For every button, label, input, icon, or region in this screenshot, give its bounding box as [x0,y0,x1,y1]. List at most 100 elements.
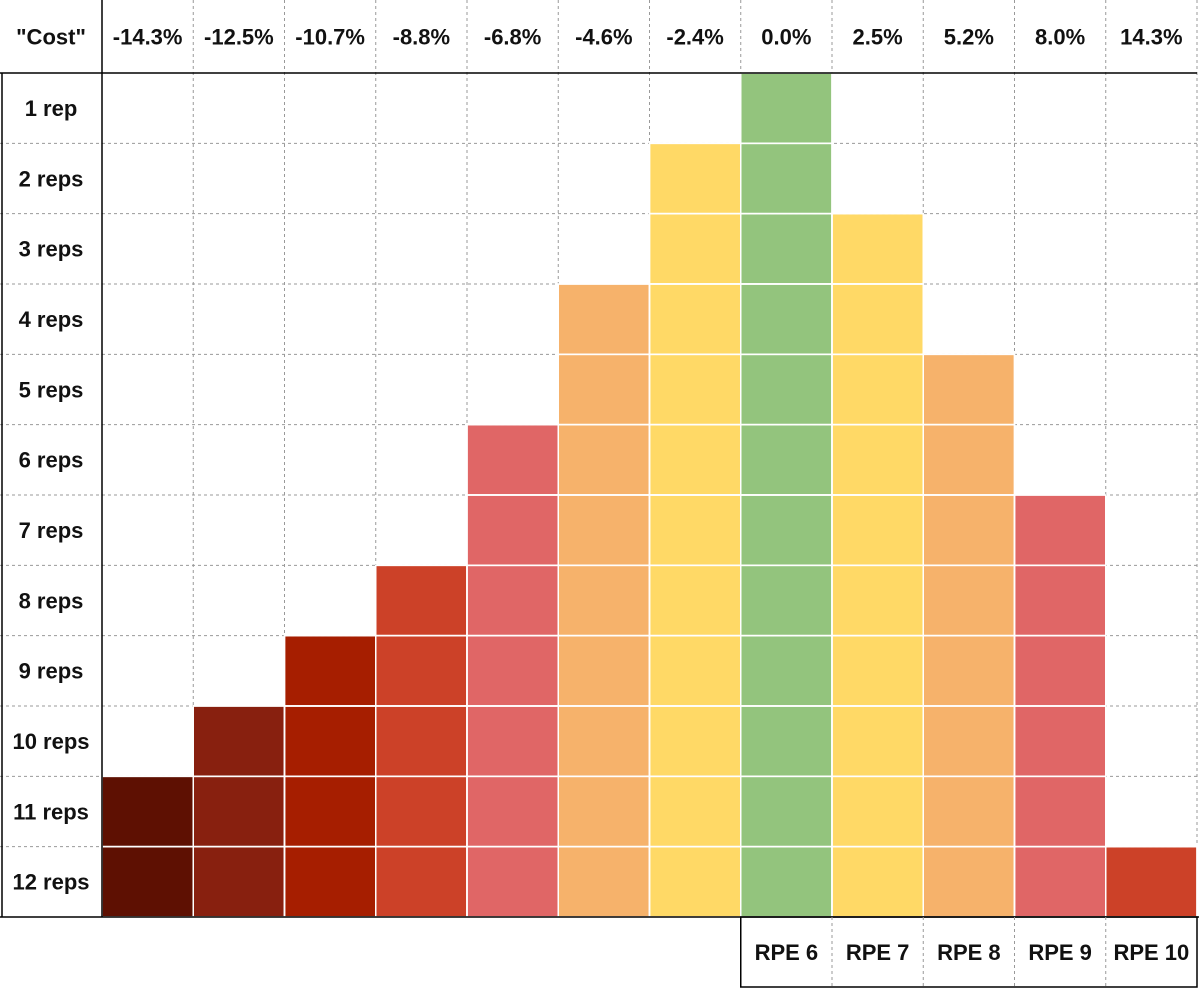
cell [557,564,651,637]
cell [831,705,924,778]
cell [557,705,651,778]
cell [466,564,559,637]
cell [557,775,651,848]
cell [1013,564,1107,637]
cell [283,705,377,778]
cell [922,705,1016,778]
column-label: -6.8% [484,24,541,49]
cell [375,775,468,848]
footer-label: RPE 10 [1113,940,1189,965]
cell [283,634,377,707]
cell [557,283,651,356]
row-label: 10 reps [12,729,89,754]
cell [466,634,559,707]
cell [922,634,1016,707]
row-label: 5 reps [19,377,84,402]
cell [1105,845,1198,918]
cell [831,283,924,356]
row-label: 4 reps [19,307,84,332]
footer-label: RPE 6 [755,940,819,965]
cell [740,72,833,145]
cell [101,775,194,848]
row-label: 1 rep [25,96,78,121]
cell [192,705,286,778]
cell [831,564,924,637]
cell [648,212,742,285]
column-label: -14.3% [113,24,183,49]
cell [922,845,1016,918]
cell [831,494,924,567]
cell [648,353,742,426]
cell [740,423,833,496]
cell [740,775,833,848]
footer-label: RPE 8 [937,940,1001,965]
cell [375,564,468,637]
cell [648,845,742,918]
cell [648,775,742,848]
cell [375,634,468,707]
footer-label: RPE 9 [1028,940,1092,965]
cell [466,494,559,567]
cell [375,705,468,778]
cell [466,845,559,918]
cell [922,494,1016,567]
corner-label: "Cost" [16,24,86,49]
column-label: 2.5% [853,24,903,49]
column-label: 14.3% [1120,24,1182,49]
cell [1013,705,1107,778]
cell [192,775,286,848]
row-label: 6 reps [19,448,84,473]
cell [283,775,377,848]
cell [831,845,924,918]
row-label: 7 reps [19,518,84,543]
cell [648,634,742,707]
column-label: -4.6% [575,24,632,49]
cell [740,634,833,707]
cell [922,353,1016,426]
cell [648,564,742,637]
cell [740,212,833,285]
cell [922,423,1016,496]
cell [466,423,559,496]
column-label: -10.7% [295,24,365,49]
cell [1013,494,1107,567]
cell [375,845,468,918]
cell [740,283,833,356]
row-label: 12 reps [12,870,89,895]
row-label: 2 reps [19,166,84,191]
cell [1013,775,1107,848]
cell [831,775,924,848]
cell [922,564,1016,637]
row-label: 3 reps [19,237,84,262]
cell [1013,845,1107,918]
column-label: -2.4% [666,24,723,49]
cell [740,353,833,426]
cell [466,705,559,778]
cell [466,775,559,848]
cell [557,845,651,918]
cell [831,634,924,707]
row-label: 9 reps [19,659,84,684]
cell [740,142,833,215]
cell [557,494,651,567]
row-label: 8 reps [19,588,84,613]
column-label: 5.2% [944,24,994,49]
cell [557,634,651,707]
cell [740,845,833,918]
cell [557,353,651,426]
cell [648,423,742,496]
row-label: 11 reps [13,799,89,824]
cell [101,845,194,918]
cell [831,423,924,496]
cell [740,494,833,567]
cell [648,283,742,356]
cell [283,845,377,918]
footer-box [740,916,1198,988]
cell [831,353,924,426]
cell [648,142,742,215]
cell [648,494,742,567]
footer-label: RPE 7 [846,940,910,965]
cell [831,212,924,285]
column-label: -12.5% [204,24,274,49]
cell [740,705,833,778]
